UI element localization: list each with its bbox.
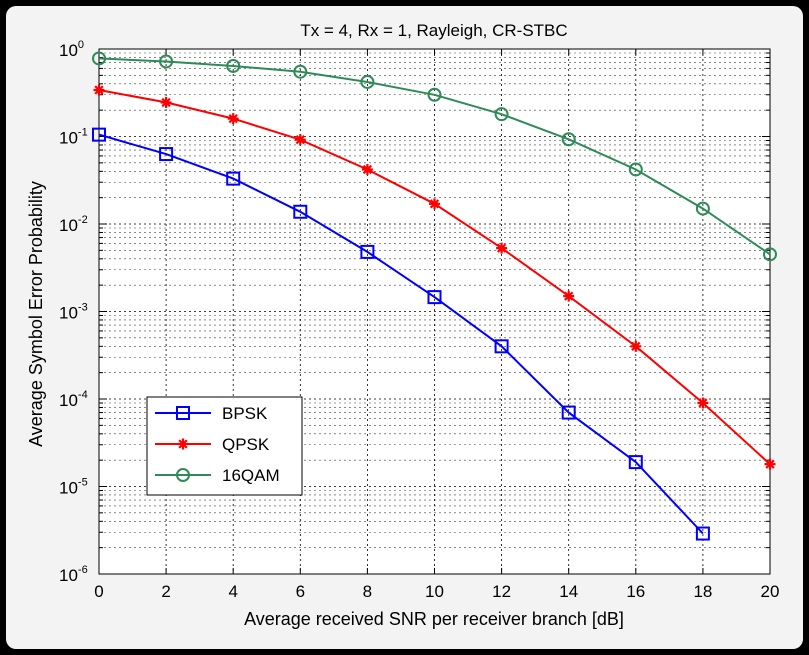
16qam-data-point (494, 107, 509, 122)
star-stroke (429, 199, 440, 209)
star-stroke (496, 243, 507, 253)
legend-marker-qpsk (177, 438, 189, 450)
star-stroke (295, 135, 305, 145)
legend-entry-16qam: 16QAM (155, 466, 280, 485)
star-stroke (161, 97, 171, 108)
star-stroke (564, 291, 574, 301)
16qam-data-point (226, 58, 241, 73)
x-tick-label: 6 (296, 582, 305, 601)
axis-ticks: 0 2 4 6 8 10 12 14 16 18 20 100 10-1 10-2 10-3 10-4 10-5… (59, 39, 779, 601)
series-qpsk (93, 84, 776, 470)
data-series (92, 51, 777, 541)
y-tick-label: 10-5 (59, 477, 88, 498)
x-tick-label: 2 (161, 582, 170, 601)
x-tick-label: 8 (363, 582, 372, 601)
legend-entry-bpsk: BPSK (155, 404, 268, 423)
16qam-data-point (763, 247, 777, 262)
chart-title: Tx = 4, Rx = 1, Rayleigh, CR-STBC (300, 21, 567, 40)
x-tick-label: 12 (492, 582, 511, 601)
legend-label-16qam: 16QAM (222, 466, 280, 485)
bpsk-data-point (159, 147, 174, 162)
x-tick-label: 10 (425, 582, 444, 601)
y-tick-label: 10-1 (59, 127, 88, 148)
bpsk-data-point (427, 290, 442, 305)
qpsk-data-point (764, 458, 776, 470)
series-bpsk (92, 127, 710, 541)
star-stroke (765, 459, 775, 469)
x-tick-label: 18 (693, 582, 712, 601)
qpsk-data-point (496, 242, 508, 254)
16qam-data-point (561, 132, 576, 147)
bpsk-data-point (494, 339, 509, 354)
qpsk-data-point (294, 134, 306, 146)
qpsk-data-point (697, 397, 709, 409)
series-16qam (92, 51, 777, 262)
x-tick-label: 4 (228, 582, 237, 601)
star-stroke (228, 114, 238, 124)
16qam-data-point (360, 74, 375, 89)
legend-entry-qpsk: QPSK (155, 435, 270, 454)
qpsk-data-point (563, 290, 575, 302)
y-tick-label: 10-4 (59, 389, 88, 410)
y-axis-title: Average Symbol Error Probability (26, 181, 46, 447)
y-tick-label: 100 (59, 39, 84, 60)
bpsk-data-point (226, 171, 241, 186)
qpsk-data-point (429, 198, 440, 210)
star-stroke (698, 398, 708, 408)
bpsk-data-point (561, 405, 576, 420)
star-stroke (362, 164, 373, 175)
bpsk-line (98, 133, 704, 535)
legend-label-bpsk: BPSK (222, 404, 268, 423)
qpsk-data-point (160, 96, 172, 108)
star-stroke (178, 439, 188, 449)
legend: BPSK QPSK 16QAM (146, 396, 303, 496)
x-tick-label: 14 (559, 582, 578, 601)
16qam-data-point (293, 64, 308, 79)
x-tick-label: 0 (94, 582, 103, 601)
qpsk-data-point (361, 163, 373, 175)
qpsk-data-point (227, 113, 239, 125)
y-tick-label: 10-3 (59, 302, 88, 323)
legend-label-qpsk: QPSK (222, 435, 270, 454)
16qam-data-point (628, 162, 643, 177)
x-tick-label: 16 (626, 582, 645, 601)
16qam-data-point (159, 54, 174, 69)
bpsk-data-point (628, 455, 643, 470)
bpsk-data-point (695, 526, 710, 541)
star-stroke (631, 341, 641, 351)
bpsk-data-point (92, 127, 106, 142)
qpsk-data-point (630, 340, 642, 352)
y-tick-label: 10-6 (59, 564, 88, 585)
16qam-data-point (427, 87, 442, 102)
bpsk-data-point (360, 244, 375, 259)
star-stroke (94, 85, 104, 95)
y-tick-label: 10-2 (59, 214, 88, 235)
16qam-line (98, 57, 771, 256)
x-axis-title: Average received SNR per receiver branch… (244, 609, 624, 629)
qpsk-data-point (93, 84, 105, 96)
legend-marker-bpsk (176, 406, 190, 420)
16qam-data-point (92, 51, 106, 66)
legend-box (146, 396, 303, 496)
16qam-data-point (695, 201, 710, 216)
bpsk-data-point (293, 204, 308, 219)
x-tick-label: 20 (761, 582, 780, 601)
legend-marker-16qam (176, 468, 190, 482)
